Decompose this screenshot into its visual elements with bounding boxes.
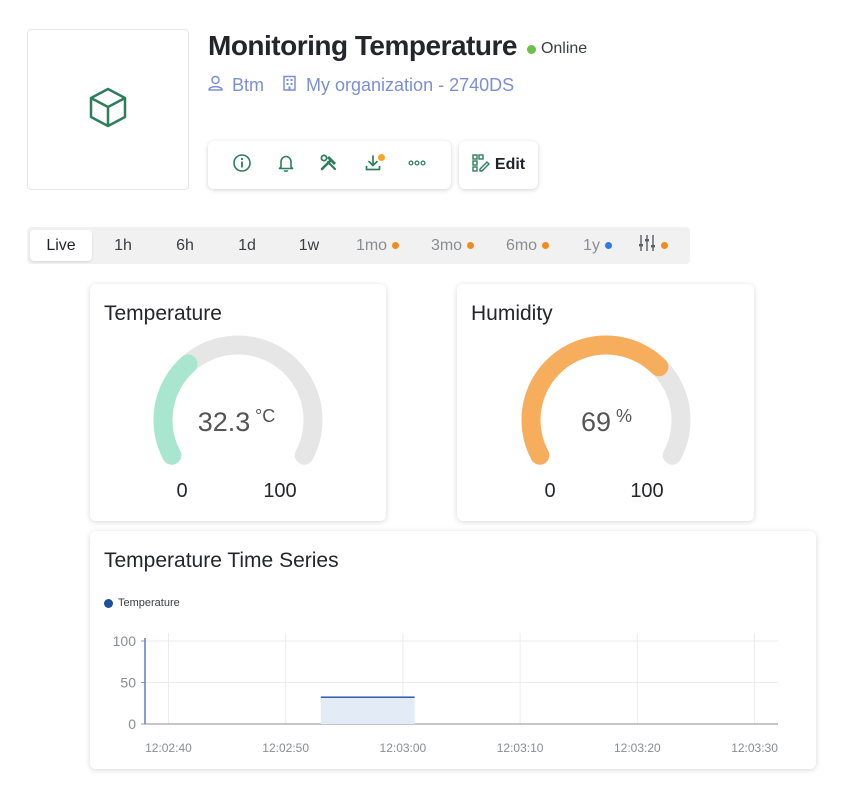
- gauge-max-label: 100: [630, 480, 663, 502]
- x-tick-label: 12:02:50: [262, 741, 309, 755]
- edit-dashboard-icon: [472, 153, 490, 177]
- y-tick-label: 50: [120, 675, 136, 691]
- range-label: Live: [46, 236, 76, 254]
- more-button[interactable]: [404, 152, 430, 178]
- info-button[interactable]: [229, 152, 255, 178]
- bell-icon: [276, 153, 296, 178]
- edit-button[interactable]: Edit: [459, 141, 538, 189]
- page-title: Monitoring Temperature: [208, 30, 517, 61]
- gauge-fill: [153, 354, 198, 465]
- y-tick-label: 100: [113, 633, 137, 649]
- range-label: 6mo: [505, 236, 538, 254]
- plan-dot-icon: [604, 242, 612, 249]
- device-header: Monitoring Temperature Online: [208, 30, 587, 62]
- edit-label: Edit: [494, 156, 526, 173]
- building-icon: [282, 75, 297, 96]
- y-tick-label: 0: [128, 716, 136, 732]
- range-label: 1h: [114, 236, 132, 254]
- range-label: 1y: [583, 236, 600, 254]
- range-label: 6h: [176, 236, 194, 254]
- range-custom-settings[interactable]: [630, 230, 675, 261]
- humidity-gauge: 69 % 0 100: [521, 335, 691, 502]
- x-tick-label: 12:03:20: [614, 741, 661, 755]
- timeseries-chart: 100 50 0 12:02:40 12:02:50 12:03:00 12:03:10 12…: [113, 633, 778, 755]
- range-1d[interactable]: 1d: [216, 230, 278, 261]
- download-icon: [363, 153, 383, 178]
- x-tick-label: 12:03:10: [497, 741, 544, 755]
- time-range-selector: Live 1h 6h 1d 1w 1mo 3mo 6mo 1y: [27, 227, 690, 264]
- download-badge: [378, 154, 386, 161]
- tools-button[interactable]: [316, 152, 342, 178]
- gauge-value: 69: [581, 407, 611, 437]
- humidity-gauge-card: Humidity 69 % 0 100: [457, 284, 754, 521]
- gauge-fill: [521, 335, 669, 465]
- download-button[interactable]: [360, 152, 386, 178]
- range-6h[interactable]: 6h: [154, 230, 216, 261]
- more-icon: [407, 153, 427, 178]
- premium-dot-icon: [660, 242, 668, 249]
- gauge-unit: %: [616, 406, 632, 426]
- gauge-min-label: 0: [176, 480, 187, 502]
- range-1mo[interactable]: 1mo: [340, 230, 415, 261]
- legend-label: Temperature: [118, 597, 180, 609]
- chart-legend[interactable]: Temperature: [104, 597, 180, 609]
- online-dot-icon: [526, 44, 536, 54]
- range-1w[interactable]: 1w: [278, 230, 340, 261]
- card-title: Temperature Time Series: [104, 549, 339, 572]
- tools-icon: [319, 153, 339, 178]
- range-label: 1d: [238, 236, 256, 254]
- temperature-gauge: 32.3 °C 0 100: [153, 335, 323, 502]
- range-6mo[interactable]: 6mo: [490, 230, 565, 261]
- premium-dot-icon: [467, 242, 475, 249]
- device-thumbnail: [27, 29, 189, 190]
- gauge-min-label: 0: [544, 480, 555, 502]
- user-icon: [208, 75, 223, 96]
- x-tick-label: 12:02:40: [145, 741, 192, 755]
- range-label: 1w: [298, 236, 320, 254]
- range-3mo[interactable]: 3mo: [415, 230, 490, 261]
- card-title: Temperature: [104, 302, 222, 325]
- range-1y[interactable]: 1y: [565, 230, 630, 261]
- x-tick-label: 12:03:00: [380, 741, 427, 755]
- series-area: [320, 697, 415, 724]
- legend-marker: [104, 598, 113, 608]
- sliders-icon: [638, 234, 656, 257]
- notifications-button[interactable]: [273, 152, 299, 178]
- gauge-max-label: 100: [263, 480, 296, 502]
- range-live[interactable]: Live: [30, 230, 92, 261]
- temperature-timeseries-card: Temperature Time Series Temperature 100 5…: [90, 531, 816, 769]
- range-label: 1mo: [355, 236, 388, 254]
- owner-name: Btm: [232, 75, 265, 95]
- gauge-unit: °C: [255, 406, 275, 426]
- premium-dot-icon: [392, 242, 400, 249]
- x-tick-label: 12:03:30: [731, 741, 778, 755]
- organization-name: My organization - 2740DS: [306, 75, 515, 95]
- info-icon: [232, 153, 252, 178]
- range-1h[interactable]: 1h: [92, 230, 154, 261]
- gauge-value: 32.3: [198, 407, 251, 437]
- status-text: Online: [540, 40, 588, 57]
- card-title: Humidity: [471, 302, 553, 325]
- range-label: 3mo: [430, 236, 463, 254]
- cube-icon: [87, 86, 129, 133]
- device-meta: Btm My organization - 2740DS: [208, 75, 514, 96]
- owner-link[interactable]: Btm: [208, 75, 264, 96]
- premium-dot-icon: [542, 242, 550, 249]
- device-toolbar: [208, 141, 451, 189]
- temperature-gauge-card: Temperature 32.3 °C 0 100: [90, 284, 386, 521]
- organization-link[interactable]: My organization - 2740DS: [282, 75, 514, 96]
- status-badge: Online: [526, 40, 588, 58]
